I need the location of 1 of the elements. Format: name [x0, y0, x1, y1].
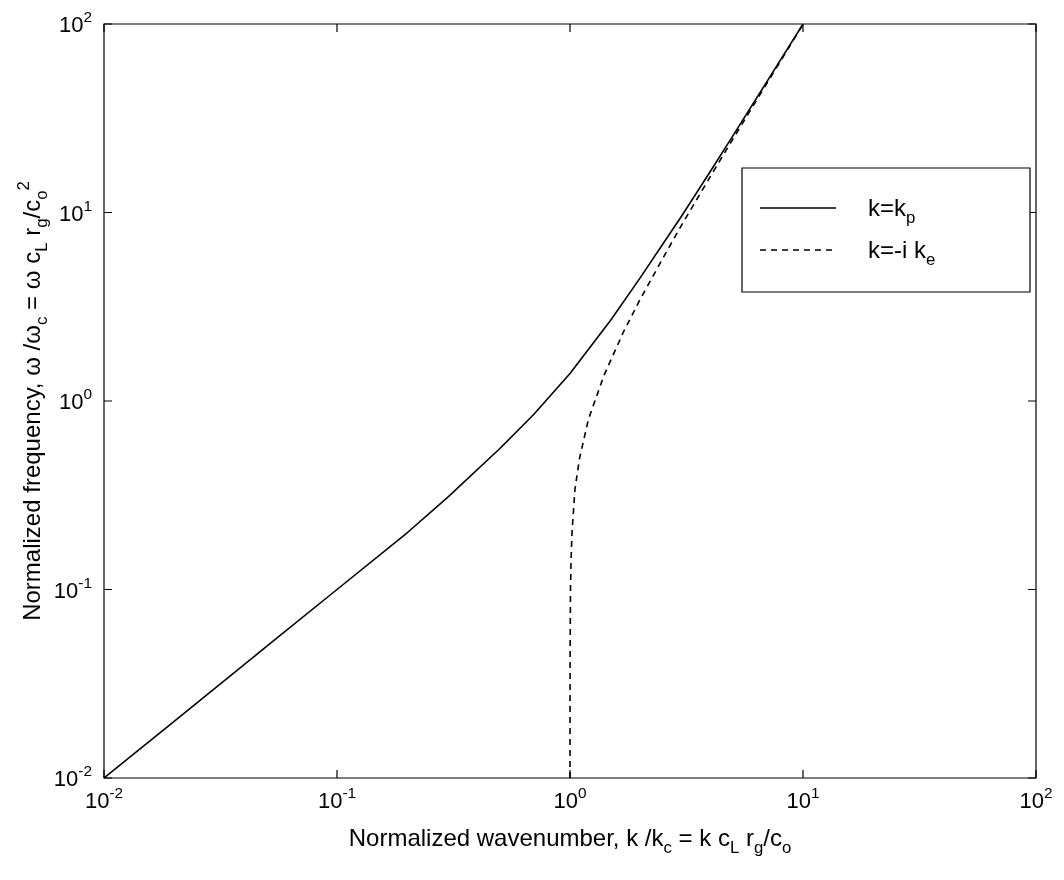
text: Normalized frequency, ω /ωc = ω cL rg/co2 [14, 181, 52, 621]
